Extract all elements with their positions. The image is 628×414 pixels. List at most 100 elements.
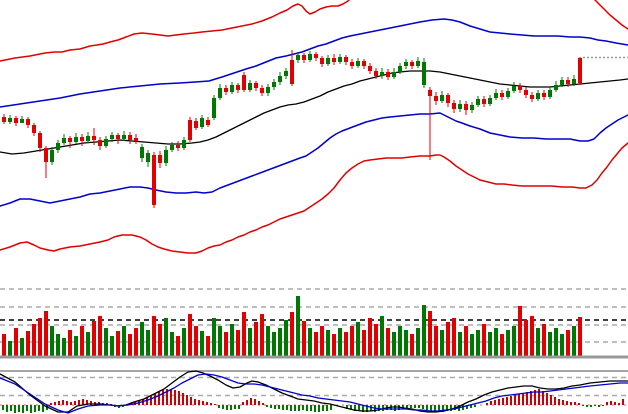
macd-histogram-bar [598,405,600,407]
candlestick [26,117,30,128]
candle-body [380,72,384,76]
macd-histogram-bar [326,405,328,411]
candle-body [92,136,96,140]
macd-histogram-bar [70,402,72,405]
volume-bar [152,316,156,356]
candle-body [542,93,546,97]
macd-histogram-bar [106,403,108,405]
candlestick [182,137,186,150]
candlestick [8,115,12,124]
candle-body [32,125,36,133]
macd-histogram-bar [498,399,500,405]
macd-histogram-bar [426,405,428,410]
macd-histogram-bar [346,405,348,409]
macd-histogram-bar [146,397,148,405]
volume-bar [266,326,270,356]
candlestick [2,114,6,124]
volume-bar [182,328,186,356]
volume-bar [536,328,540,356]
candle-body [524,90,528,95]
volume-bar [296,296,300,356]
candlestick [218,84,222,100]
candlestick [50,147,54,165]
macd-histogram-bar [442,405,444,412]
candlestick [332,54,336,65]
candlestick [434,92,438,105]
volume-bar [500,334,504,356]
macd-histogram-bar [234,405,236,409]
volume-bar [464,326,468,356]
candle-body [170,145,174,150]
candlestick [350,59,354,69]
candle-body [458,104,462,109]
candle-body [50,150,54,162]
candle-body [326,58,330,64]
macd-histogram-bar [550,395,552,405]
volume-bar [476,330,480,356]
macd-histogram-bar [86,400,88,405]
candlestick [248,80,252,92]
volume-bar [530,316,534,356]
volume-bar [32,324,36,356]
volume-bar [230,324,234,356]
candlestick [212,95,216,120]
candlestick [524,87,528,98]
candlestick [530,92,534,102]
candle-body [572,79,576,84]
candlestick [560,77,564,87]
macd-histogram-bar [34,405,36,412]
candle-body [398,66,402,72]
candle-body [44,148,48,162]
macd-histogram-bar [562,400,564,405]
candle-body [236,85,240,90]
candle-body [272,82,276,87]
candle-body [140,147,144,158]
volume-bar [404,330,408,356]
candlestick [566,77,570,87]
candle-body [2,117,6,122]
candle-body [566,80,570,84]
candle-body [110,135,114,139]
candlestick [98,137,102,150]
candle-body [302,55,306,60]
macd-histogram-bar [522,393,524,405]
volume-bar [542,324,546,356]
volume-bar [92,321,96,356]
macd-histogram-bar [298,405,300,411]
macd-histogram-bar [534,390,536,405]
candle-body [20,119,24,123]
macd-histogram-bar [594,405,596,406]
volume-bar [446,322,450,356]
price-panel [0,0,628,254]
macd-histogram-bar [318,405,320,412]
candle-body [200,118,204,127]
upper-outer-band [0,0,628,62]
candlestick [398,63,402,74]
candle-body [356,61,360,66]
candle-body [164,150,168,163]
macd-histogram-bar [330,405,332,410]
candlestick [482,96,486,107]
macd-histogram-bar [182,393,184,405]
macd-histogram-bar [166,389,168,405]
volume-bar [146,330,150,356]
volume-bar [200,331,204,356]
candlestick [176,141,180,151]
candlestick [32,123,36,136]
macd-histogram-bar [82,399,84,405]
candlestick [104,136,108,148]
volume-bar [560,334,564,356]
macd-histogram-bar [494,400,496,405]
macd-histogram-bar [194,399,196,405]
macd-histogram-bar [542,391,544,405]
macd-histogram-bar [38,405,40,411]
volume-bar [218,326,222,356]
candle-body [98,140,102,146]
candlestick [230,82,234,94]
macd-histogram-bar [306,405,308,411]
candlestick [128,132,132,144]
macd-histogram-bar [394,405,396,411]
candlestick [470,102,474,113]
macd-histogram-bar [174,390,176,405]
